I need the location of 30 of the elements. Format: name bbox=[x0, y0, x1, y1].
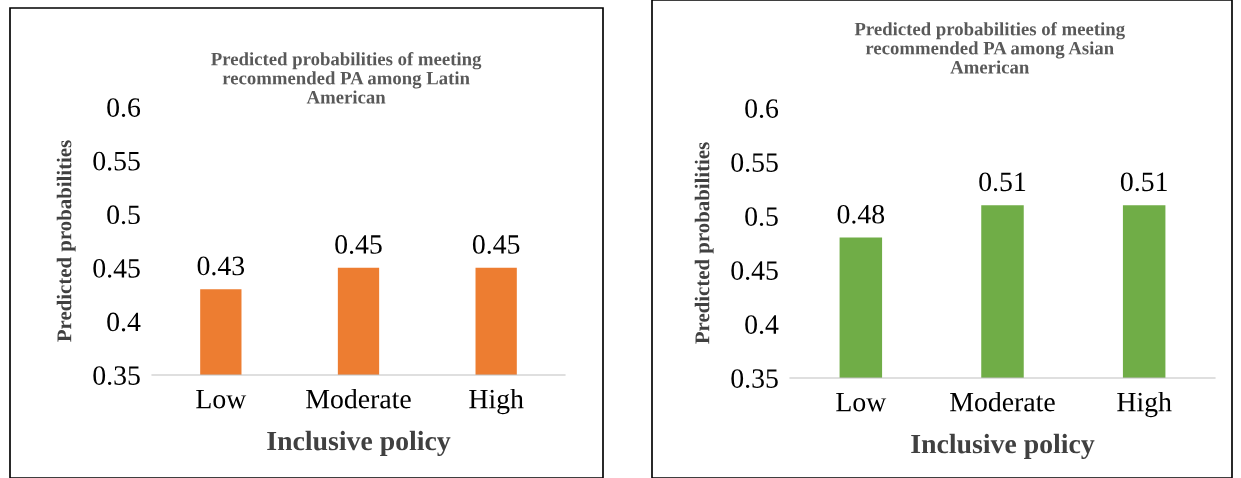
x-tick-label: High bbox=[1117, 391, 1172, 418]
x-tick-label: Low bbox=[836, 392, 887, 412]
x-axis-title: Inclusive policy bbox=[911, 433, 1095, 460]
y-tick-label: 0.5 bbox=[107, 205, 140, 225]
chart-title: Predicted probabilities of meeting recommended PA among Asian American bbox=[854, 22, 1125, 74]
y-tick-label: 0.6 bbox=[107, 98, 141, 118]
data-label: 0.48 bbox=[837, 204, 885, 224]
data-label: 0.45 bbox=[472, 235, 520, 254]
x-tick-label: Moderate bbox=[950, 391, 1055, 412]
data-label: 0.51 bbox=[1120, 172, 1167, 192]
x-tick-label: Low bbox=[196, 389, 247, 409]
y-tick-label: 0.55 bbox=[731, 153, 778, 173]
data-label: 0.43 bbox=[197, 256, 245, 276]
y-tick-label: 0.4 bbox=[745, 315, 779, 335]
y-tick-label: 0.4 bbox=[107, 312, 141, 332]
chart-title: Predicted probabilities of meeting recommended PA among Latin American bbox=[211, 52, 482, 104]
y-tick-label: 0.35 bbox=[731, 369, 778, 389]
y-tick-label: 0.45 bbox=[731, 261, 778, 281]
y-tick-label: 0.55 bbox=[93, 151, 140, 171]
x-axis-title: Inclusive policy bbox=[267, 430, 451, 457]
y-tick-label: 0.35 bbox=[93, 366, 140, 386]
y-axis-title: Predicted probabilities bbox=[56, 140, 76, 342]
y-tick-label: 0.45 bbox=[93, 258, 140, 278]
y-tick-label: 0.6 bbox=[745, 99, 779, 119]
y-axis-title: Predicted probabilities bbox=[694, 142, 714, 344]
y-tick-label: 0.5 bbox=[745, 207, 778, 227]
x-tick-label: Moderate bbox=[306, 388, 411, 409]
data-label: 0.45 bbox=[335, 235, 382, 254]
x-tick-label: High bbox=[469, 388, 524, 415]
data-label: 0.51 bbox=[979, 172, 1026, 192]
